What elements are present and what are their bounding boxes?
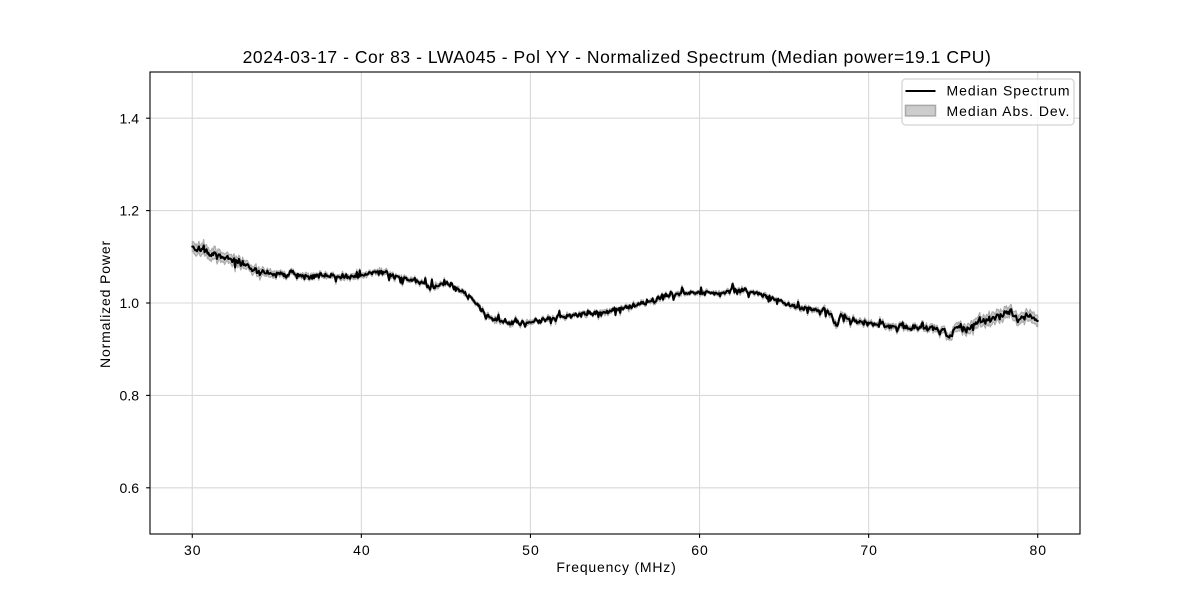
svg-text:70: 70 bbox=[860, 542, 878, 558]
svg-text:40: 40 bbox=[353, 542, 371, 558]
svg-text:Normalized Power: Normalized Power bbox=[97, 240, 113, 368]
svg-text:2024-03-17 - Cor 83 - LWA045 -: 2024-03-17 - Cor 83 - LWA045 - Pol YY - … bbox=[243, 47, 992, 67]
svg-text:1.2: 1.2 bbox=[120, 203, 140, 219]
svg-text:30: 30 bbox=[184, 542, 202, 558]
svg-text:Frequency (MHz): Frequency (MHz) bbox=[556, 559, 676, 575]
svg-text:0.6: 0.6 bbox=[120, 480, 140, 496]
svg-text:Median Spectrum: Median Spectrum bbox=[947, 83, 1071, 99]
svg-text:1.4: 1.4 bbox=[120, 110, 140, 126]
svg-text:1.0: 1.0 bbox=[120, 295, 140, 311]
svg-text:Median Abs. Dev.: Median Abs. Dev. bbox=[947, 103, 1071, 119]
svg-text:50: 50 bbox=[522, 542, 540, 558]
svg-text:80: 80 bbox=[1029, 542, 1047, 558]
svg-text:0.8: 0.8 bbox=[120, 388, 140, 404]
svg-text:60: 60 bbox=[691, 542, 709, 558]
